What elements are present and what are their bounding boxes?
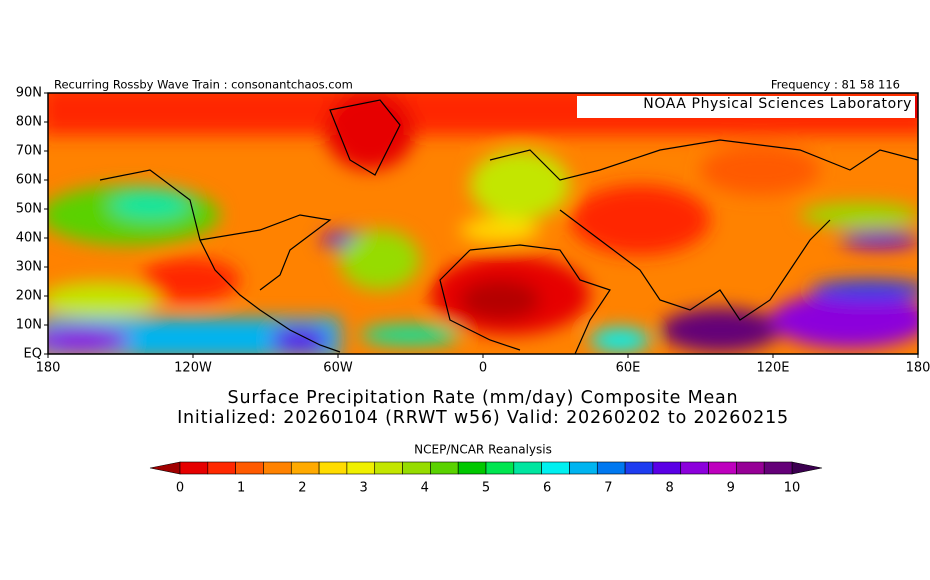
lon-label: 60W <box>323 361 353 376</box>
colorbar-source: NCEP/NCAR Reanalysis <box>414 443 552 457</box>
colorbar-swatch <box>513 461 542 475</box>
colorbar-tick-label: 2 <box>298 481 306 496</box>
colorbar-under <box>149 461 181 475</box>
map-credit: NOAA Physical Sciences Laboratory <box>643 96 912 112</box>
colorbar-swatch <box>263 461 292 475</box>
colorbar-swatch <box>736 461 765 475</box>
colorbar-tick-label: 0 <box>176 481 184 496</box>
colorbar-tick-label: 4 <box>421 481 429 496</box>
lat-label: 90N <box>16 86 42 101</box>
colorbar-tick-label: 10 <box>784 481 801 496</box>
title-line: Surface Precipitation Rate (mm/day) Comp… <box>228 388 739 408</box>
lat-label: 50N <box>16 202 42 217</box>
colorbar-swatch <box>541 461 570 475</box>
colorbar-swatch <box>569 461 598 475</box>
lat-label: 80N <box>16 115 42 130</box>
colorbar-swatch <box>430 461 459 475</box>
colorbar-swatch <box>708 461 737 475</box>
colorbar-tick-label: 8 <box>665 481 673 496</box>
precipitation-field <box>48 93 918 354</box>
lat-label: 40N <box>16 231 42 246</box>
colorbar-tick-label: 6 <box>543 481 551 496</box>
title-line: Initialized: 20260104 (RRWT w56) Valid: … <box>177 408 789 428</box>
lon-label: 120W <box>174 361 212 376</box>
colorbar-swatch <box>290 461 320 475</box>
colorbar-swatch <box>680 461 709 475</box>
colorbar-swatch <box>235 461 264 475</box>
lat-label: 60N <box>16 173 42 188</box>
colorbar-over <box>791 461 823 475</box>
lon-label: 0 <box>479 361 487 376</box>
colorbar-tick-label: 9 <box>727 481 735 496</box>
colorbar-swatch <box>402 461 431 475</box>
colorbar-swatch <box>624 461 654 475</box>
lon-label: 180 <box>36 361 61 376</box>
colorbar-swatch <box>346 461 376 475</box>
colorbar-tick-label: 3 <box>359 481 367 496</box>
colorbar-swatch <box>374 461 403 475</box>
lat-label: 30N <box>16 260 42 275</box>
colorbar-swatch <box>457 461 487 475</box>
lat-label: 10N <box>16 318 42 333</box>
colorbar-swatch <box>318 461 348 475</box>
colorbar-swatch <box>179 461 209 475</box>
colorbar-tick-label: 5 <box>482 481 490 496</box>
lat-label: 20N <box>16 289 42 304</box>
lat-label: 70N <box>16 144 42 159</box>
lon-label: 180 <box>906 361 930 376</box>
colorbar-swatch <box>652 461 682 475</box>
lon-label: 60E <box>616 361 641 376</box>
colorbar-tick-label: 1 <box>237 481 245 496</box>
header-left: Recurring Rossby Wave Train : consonantc… <box>54 78 353 92</box>
colorbar-swatch <box>596 461 626 475</box>
colorbar-swatch <box>207 461 236 475</box>
colorbar-swatch <box>763 461 793 475</box>
lon-label: 120E <box>756 361 789 376</box>
lat-label: EQ <box>24 347 42 362</box>
colorbar-tick-label: 7 <box>604 481 612 496</box>
colorbar-swatch <box>485 461 515 475</box>
header-right: Frequency : 81 58 116 <box>771 78 900 92</box>
